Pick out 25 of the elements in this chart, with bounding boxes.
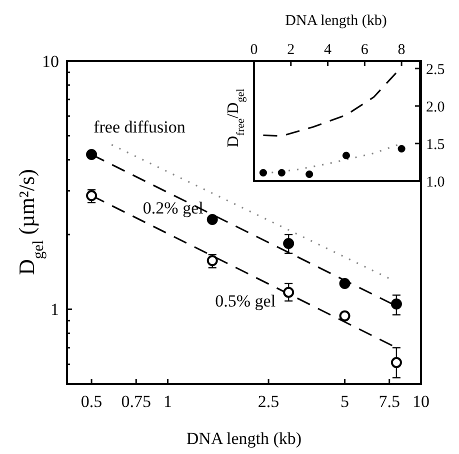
x-tick-label: 7.5 — [378, 392, 400, 411]
y-tick-label: 1.5 — [426, 136, 445, 153]
x-axis-title: DNA length (kb) — [186, 429, 302, 448]
point — [278, 168, 286, 177]
x-tick-label: 6 — [360, 42, 369, 58]
series-label: 0.5% gel — [215, 291, 276, 310]
x-tick-label: 2 — [287, 42, 295, 58]
x-tick-label: 0.75 — [121, 392, 152, 411]
point — [259, 168, 268, 177]
point — [306, 170, 314, 178]
x-tick-label: 1 — [164, 392, 172, 411]
x-tick-label: 8 — [398, 42, 406, 58]
x-tick-label: 0 — [250, 42, 258, 58]
x-tick-label: 0.5 — [80, 392, 102, 411]
x-tick-label: 5 — [340, 392, 350, 411]
y-tick-label: 2.0 — [426, 99, 445, 116]
y-tick-label: 2.5 — [426, 62, 445, 78]
y-tick-label: 1.0 — [426, 174, 445, 190]
x-axis-title: DNA length (kb) — [285, 13, 387, 29]
series-label: free diffusion — [94, 118, 186, 137]
x-tick-label: 4 — [324, 42, 332, 58]
x-tick-label: 2.5 — [258, 392, 280, 411]
x-tick-label: 10 — [412, 392, 430, 411]
point — [398, 144, 406, 153]
point — [342, 152, 350, 160]
